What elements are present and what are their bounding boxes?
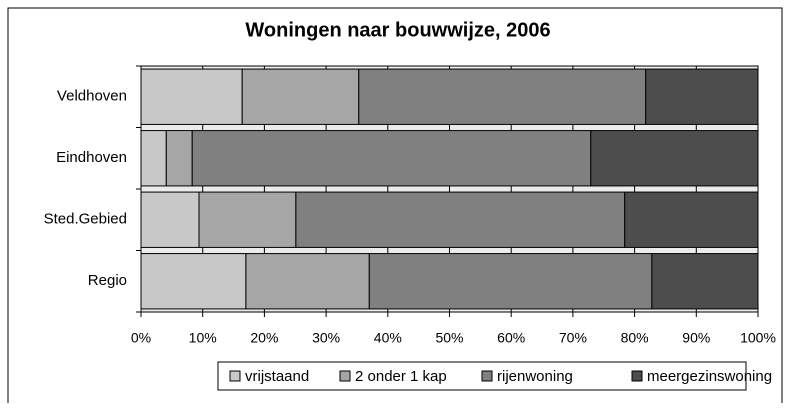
bar-segment: [590, 130, 759, 187]
bar-segment: [368, 253, 653, 310]
x-tick-label: 10%: [189, 330, 217, 346]
x-tick-label: 20%: [250, 330, 278, 346]
x-tick-label: 40%: [374, 330, 402, 346]
x-tick-label: 90%: [682, 330, 710, 346]
x-tick-label: 50%: [435, 330, 463, 346]
bar-segment: [140, 130, 167, 187]
chart-frame: [7, 7, 783, 403]
y-tick-label: Eindhoven: [56, 149, 127, 166]
legend-swatch: [631, 370, 643, 382]
bar-segment: [651, 253, 759, 310]
bar-segment: [140, 68, 243, 125]
bar-segment: [198, 191, 297, 248]
x-tick-label: 30%: [312, 330, 340, 346]
bar-segment: [645, 68, 759, 125]
x-tick-label: 80%: [621, 330, 649, 346]
legend-swatch: [339, 370, 351, 382]
chart-title: Woningen naar bouwwijze, 2006: [245, 19, 550, 41]
bar-segment: [191, 130, 592, 187]
bar-segment: [140, 253, 247, 310]
x-tick-label: 0%: [131, 330, 151, 346]
y-tick-label: Veldhoven: [57, 88, 127, 105]
legend-label: rijenwoning: [497, 368, 573, 385]
legend-swatch: [229, 370, 241, 382]
legend-label: meergezinswoning: [647, 368, 772, 385]
bar-segment: [165, 130, 193, 187]
bar-segment: [140, 191, 200, 248]
legend-label: vrijstaand: [245, 368, 309, 385]
bar-segment: [241, 68, 360, 125]
x-tick-label: 100%: [740, 330, 776, 346]
y-tick-label: Sted.Gebied: [44, 211, 127, 228]
x-tick-label: 60%: [497, 330, 525, 346]
bar-segment: [358, 68, 647, 125]
legend-label: 2 onder 1 kap: [355, 368, 447, 385]
bar-segment: [624, 191, 759, 248]
bar-segment: [245, 253, 370, 310]
y-tick-label: Regio: [88, 272, 127, 289]
x-tick-label: 70%: [559, 330, 587, 346]
bar-segment: [295, 191, 626, 248]
legend-swatch: [481, 370, 493, 382]
